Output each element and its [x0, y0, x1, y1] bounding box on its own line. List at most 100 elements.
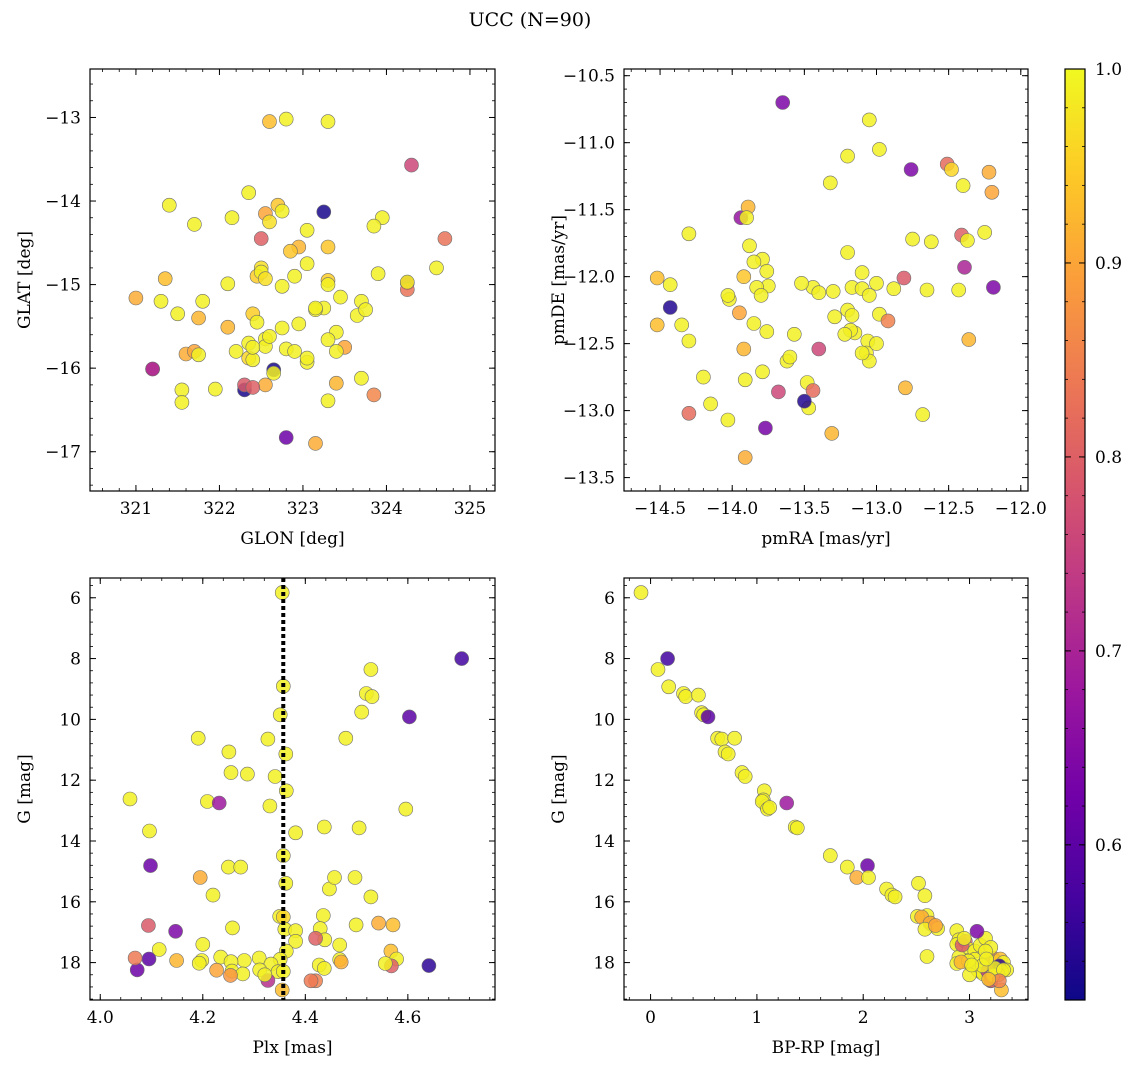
data-point: [288, 825, 303, 841]
colorbar-frame: [1064, 68, 1086, 1001]
data-point: [399, 274, 415, 290]
data-point: [984, 185, 1000, 200]
data-point: [742, 238, 757, 254]
data-point: [779, 795, 795, 811]
x-axis-label: GLON [deg]: [240, 529, 344, 549]
data-point: [986, 280, 1001, 295]
data-point: [191, 310, 206, 326]
data-point: [903, 162, 919, 177]
data-point: [274, 982, 290, 998]
data-point: [703, 396, 718, 412]
data-point: [811, 341, 827, 357]
data-point: [759, 263, 775, 279]
data-point: [753, 288, 769, 303]
scatter-points: [128, 111, 453, 451]
data-point: [143, 858, 158, 873]
data-point: [854, 265, 870, 280]
data-point: [320, 332, 336, 348]
tick-labels: 321 322 323 324 325 −13 −14 −15 −16 −17: [45, 108, 486, 519]
data-point: [205, 887, 221, 903]
tick-labels: −14.5 −14.0 −13.5 −13.0 −12.5 −12.0 −10.5 −11.0…: [563, 67, 1047, 519]
colorbar: 0.6 0.7 0.8 0.9 1.0: [1064, 60, 1122, 1001]
data-point: [364, 689, 380, 704]
data-point: [861, 870, 876, 885]
data-point: [872, 142, 887, 157]
data-point: [782, 349, 798, 365]
y-tick-label: −17: [45, 443, 81, 463]
x-tick-label: 1: [751, 1008, 762, 1028]
data-point: [366, 218, 382, 234]
data-point: [235, 966, 251, 982]
y-tick-label: −12.5: [563, 335, 615, 355]
data-point: [208, 381, 223, 397]
y-axis-label: pmDE [mas/yr]: [549, 215, 569, 345]
axes-frame: [89, 68, 496, 492]
data-point: [191, 955, 207, 971]
y-axis-label: G [mag]: [15, 754, 35, 823]
colorbar-tick-label: 0.8: [1095, 448, 1122, 468]
data-point: [758, 420, 773, 436]
figure-title: UCC (N=90): [469, 9, 592, 31]
data-point: [961, 332, 977, 347]
data-point: [145, 361, 160, 377]
data-point: [220, 276, 236, 292]
data-point: [917, 888, 933, 904]
data-point: [746, 254, 762, 270]
y-tick-label: 18: [593, 954, 615, 974]
scatter-points: [649, 95, 1001, 465]
data-point: [299, 256, 315, 272]
y-tick-label: −14: [45, 192, 81, 212]
x-axis-label: pmRA [mas/yr]: [761, 529, 890, 549]
data-point: [223, 968, 238, 983]
data-point: [981, 971, 997, 987]
data-point: [303, 973, 319, 989]
data-point: [127, 950, 143, 966]
data-point: [700, 709, 716, 725]
x-tick-label: 325: [454, 499, 486, 519]
data-point: [348, 917, 364, 933]
data-point: [191, 347, 206, 363]
data-point: [839, 859, 855, 875]
data-point: [168, 923, 183, 939]
data-point: [720, 288, 736, 303]
data-point: [278, 875, 294, 891]
data-point: [822, 175, 838, 191]
data-point: [237, 953, 252, 968]
y-tick-label: −11.0: [563, 134, 615, 154]
data-point: [844, 308, 860, 323]
data-point: [221, 744, 237, 760]
data-point: [174, 382, 190, 398]
data-point: [398, 801, 414, 817]
data-point: [822, 848, 838, 863]
data-point: [837, 326, 853, 342]
data-point: [283, 243, 298, 259]
data-point: [366, 387, 382, 403]
y-tick-label: 14: [59, 832, 81, 852]
data-point: [316, 819, 332, 835]
y-tick-label: 6: [604, 589, 615, 609]
data-point: [220, 319, 236, 335]
y-tick-label: 18: [59, 954, 81, 974]
y-tick-label: 12: [59, 771, 81, 791]
y-tick-label: −12.0: [563, 268, 615, 288]
data-point: [225, 920, 240, 936]
data-point: [662, 300, 678, 315]
data-point: [122, 791, 138, 807]
data-point: [960, 233, 975, 248]
data-point: [811, 285, 827, 301]
y-tick-label: −15: [45, 276, 81, 296]
data-point: [896, 270, 912, 286]
data-point: [911, 875, 926, 891]
data-point: [720, 746, 736, 762]
data-point: [696, 369, 711, 385]
data-point: [746, 316, 762, 331]
data-point: [919, 949, 935, 964]
data-point: [957, 259, 972, 275]
data-point: [944, 162, 959, 177]
data-point: [363, 662, 379, 677]
scatter-points: [122, 578, 470, 1000]
data-point: [739, 210, 754, 225]
data-point: [274, 203, 290, 219]
scatter-points: [633, 585, 1015, 998]
